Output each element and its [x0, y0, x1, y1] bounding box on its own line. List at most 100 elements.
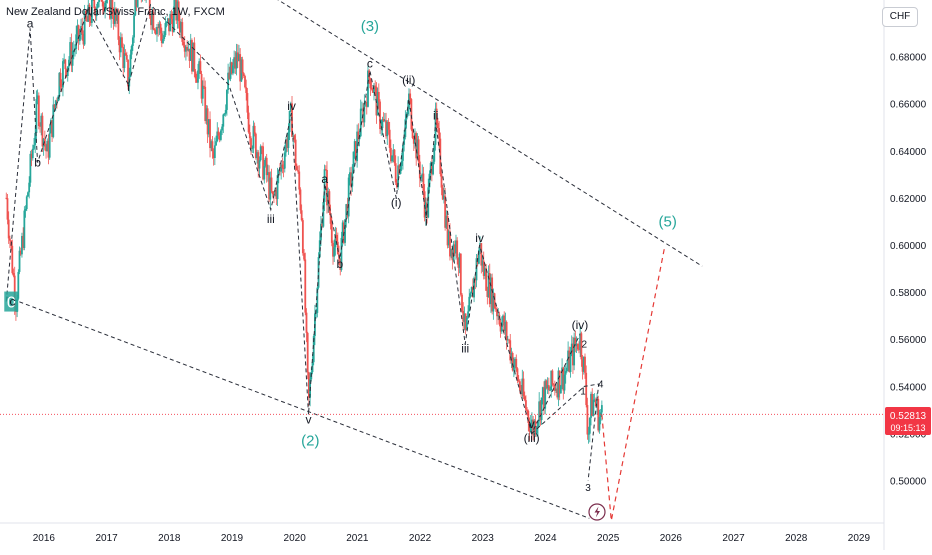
candle-body — [519, 381, 521, 390]
price-tick-label: 0.60000 — [890, 241, 927, 252]
wave-label: iv — [475, 231, 484, 245]
candle-body — [195, 71, 197, 78]
time-tick-label: 2024 — [534, 533, 557, 544]
candle-body — [601, 405, 603, 412]
candle-body — [121, 37, 123, 47]
candle-body — [220, 130, 222, 139]
candle-body — [8, 220, 10, 239]
candle-body — [461, 295, 463, 311]
time-tick-label: 2027 — [722, 533, 745, 544]
candle-body — [38, 95, 40, 126]
candle-body — [456, 240, 458, 257]
candle-body — [64, 60, 66, 70]
time-tick-label: 2029 — [848, 533, 871, 544]
wave-label: (3) — [361, 18, 379, 35]
candle-body — [325, 169, 327, 170]
candle-body — [388, 122, 390, 130]
wave-label: (2) — [301, 433, 319, 450]
candle-body — [518, 381, 520, 382]
candle-body — [371, 88, 373, 89]
candle-body — [101, 0, 103, 2]
wave-label: (i) — [391, 196, 402, 210]
wave-label: a — [27, 17, 34, 31]
candle-body — [524, 396, 526, 400]
wave-label: (iii) — [524, 431, 540, 445]
candle-body — [437, 123, 439, 128]
wave-label: (iv) — [572, 318, 589, 332]
wave-label: ii — [433, 108, 438, 122]
candle-body — [260, 146, 262, 160]
wave-label: v — [529, 417, 535, 431]
time-tick-label: 2022 — [409, 533, 432, 544]
candle-body — [570, 352, 572, 372]
wave-label: i — [425, 214, 428, 228]
candle-body — [125, 53, 127, 55]
wave-label: 2 — [582, 339, 588, 350]
wave-label: c — [367, 57, 373, 71]
time-tick-label: 2017 — [95, 533, 118, 544]
candle-body — [23, 211, 25, 248]
candle-body — [287, 132, 289, 148]
candle-body — [438, 128, 440, 139]
candle-body — [363, 103, 365, 123]
candle-body — [272, 191, 274, 194]
candle-body — [560, 386, 562, 393]
go-to-bar-button[interactable] — [589, 504, 605, 520]
time-tick-label: 2016 — [33, 533, 56, 544]
candle-body — [494, 293, 496, 308]
candle-body — [13, 273, 15, 276]
bar-countdown: 09:15:13 — [890, 423, 925, 433]
wave-label: i — [127, 80, 130, 94]
price-tick-label: 0.68000 — [890, 53, 927, 64]
candle-body — [245, 87, 247, 93]
candle-body — [247, 93, 249, 113]
candle-body — [202, 86, 204, 99]
time-tick-label: 2028 — [785, 533, 808, 544]
candle-body — [215, 141, 217, 145]
candle-body — [423, 174, 425, 192]
last-price-value: 0.52813 — [890, 411, 927, 422]
candle-body — [552, 371, 554, 385]
candle-body — [564, 375, 566, 391]
candle-body — [199, 61, 201, 74]
candle-body — [470, 293, 472, 297]
candle-body — [515, 359, 517, 368]
candle-body — [98, 0, 100, 2]
candle-body — [523, 379, 525, 397]
candle-body — [49, 133, 51, 157]
candle-body — [28, 183, 30, 193]
candle-body — [163, 35, 165, 39]
time-tick-label: 2021 — [346, 533, 369, 544]
time-tick-label: 2025 — [597, 533, 620, 544]
candle-body — [132, 37, 134, 46]
candle-body — [294, 135, 296, 139]
candle-body — [124, 53, 126, 68]
candle-body — [301, 210, 303, 220]
wave-label: 3 — [585, 483, 591, 494]
candle-body — [27, 192, 29, 196]
wave-label: a — [321, 172, 328, 186]
time-tick-label: 2026 — [660, 533, 683, 544]
candle-body — [250, 138, 252, 149]
candle-body — [506, 322, 508, 340]
currency-button[interactable]: CHF — [882, 7, 918, 27]
candle-body — [133, 15, 135, 37]
symbol-title: New Zealand Dollar/Swiss Franc, 1W, FXCM — [6, 6, 225, 18]
candle-body — [599, 417, 601, 430]
candle-body — [221, 127, 223, 131]
candle-body — [26, 196, 28, 209]
candle-body — [394, 150, 396, 164]
candle-body — [409, 94, 411, 100]
price-tick-label: 0.56000 — [890, 335, 927, 346]
price-tick-label: 0.66000 — [890, 100, 927, 111]
candle-body — [259, 160, 261, 168]
candle-body — [193, 43, 195, 72]
candle-body — [584, 357, 586, 373]
wave-label: b — [34, 156, 41, 170]
price-tick-label: 0.54000 — [890, 382, 927, 393]
wave-label: 1 — [580, 386, 586, 397]
candle-body — [284, 152, 286, 168]
